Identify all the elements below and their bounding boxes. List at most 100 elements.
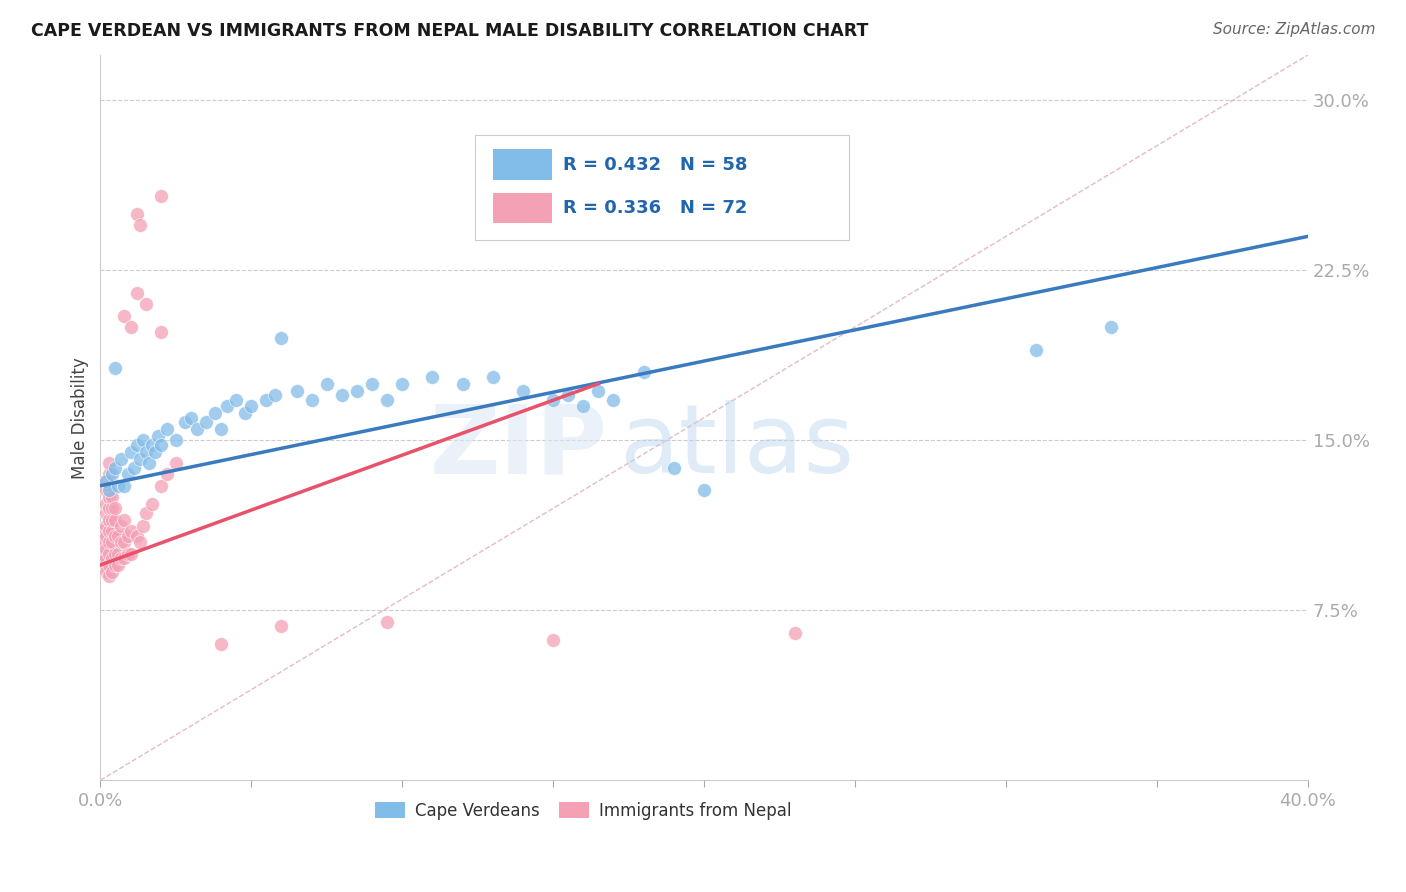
Point (98, 524, 121, 538)
Point (225, 392, 247, 407)
Point (101, 513, 124, 527)
Point (93, 535, 115, 549)
Point (146, 429, 169, 443)
Point (98, 467, 121, 482)
Point (270, 619, 292, 633)
Point (149, 438, 172, 452)
Point (285, 384, 308, 398)
Point (107, 528, 129, 542)
Point (135, 506, 157, 520)
Point (588, 384, 610, 398)
Point (117, 547, 139, 561)
Point (135, 444, 157, 458)
Point (165, 434, 187, 448)
Point (98, 501, 121, 516)
Point (120, 547, 142, 561)
Point (117, 467, 139, 482)
Point (128, 218, 150, 232)
Point (125, 286, 148, 301)
Point (107, 558, 129, 572)
Point (195, 415, 218, 429)
FancyBboxPatch shape (492, 193, 553, 223)
Point (375, 392, 398, 407)
Point (270, 331, 292, 345)
Text: Source: ZipAtlas.com: Source: ZipAtlas.com (1212, 22, 1375, 37)
Point (101, 524, 124, 538)
Point (98, 535, 121, 549)
Point (131, 519, 153, 533)
Point (149, 188, 172, 202)
Point (98, 547, 121, 561)
Point (104, 547, 127, 561)
Point (346, 384, 368, 398)
Point (557, 388, 579, 402)
Point (422, 370, 444, 384)
Point (96, 497, 118, 511)
Point (96, 542, 118, 557)
Point (125, 438, 148, 452)
Text: CAPE VERDEAN VS IMMIGRANTS FROM NEPAL MALE DISABILITY CORRELATION CHART: CAPE VERDEAN VS IMMIGRANTS FROM NEPAL MA… (31, 22, 869, 40)
Text: ZIP: ZIP (430, 401, 607, 493)
Point (96, 528, 118, 542)
Point (633, 365, 655, 379)
Point (96, 506, 118, 520)
Point (156, 422, 179, 436)
Point (120, 524, 142, 538)
Point (114, 479, 136, 493)
Point (96, 474, 118, 488)
Point (101, 535, 124, 549)
Point (141, 497, 163, 511)
Point (96, 519, 118, 533)
Point (330, 388, 353, 402)
Point (315, 376, 337, 391)
Point (141, 438, 163, 452)
Point (128, 535, 150, 549)
Point (131, 434, 153, 448)
Point (125, 528, 148, 542)
Legend: Cape Verdeans, Immigrants from Nepal: Cape Verdeans, Immigrants from Nepal (368, 795, 799, 826)
Point (98, 490, 121, 504)
Point (104, 513, 127, 527)
Point (96, 565, 118, 579)
Point (173, 415, 195, 429)
Point (96, 474, 118, 488)
Point (217, 400, 239, 414)
Point (481, 370, 503, 384)
Point (149, 325, 172, 339)
Point (180, 410, 202, 425)
Y-axis label: Male Disability: Male Disability (72, 357, 89, 479)
Point (114, 535, 136, 549)
Point (149, 479, 172, 493)
Point (125, 207, 148, 221)
Point (254, 392, 277, 407)
Point (101, 490, 124, 504)
Point (143, 444, 166, 458)
Point (541, 632, 564, 647)
Point (233, 406, 256, 420)
FancyBboxPatch shape (475, 135, 849, 240)
Point (204, 406, 226, 420)
Point (104, 460, 127, 475)
Point (240, 400, 263, 414)
Point (101, 501, 124, 516)
Point (541, 392, 564, 407)
Point (93, 547, 115, 561)
Point (114, 309, 136, 323)
Point (391, 376, 413, 391)
Point (93, 524, 115, 538)
Text: R = 0.432   N = 58: R = 0.432 N = 58 (562, 155, 747, 174)
Point (96, 551, 118, 566)
Point (98, 569, 121, 583)
Point (93, 558, 115, 572)
Point (156, 467, 179, 482)
Point (101, 565, 124, 579)
Point (451, 376, 474, 391)
Point (114, 551, 136, 566)
Point (107, 479, 129, 493)
Point (98, 513, 121, 527)
Point (107, 547, 129, 561)
Point (110, 519, 132, 533)
Text: R = 0.336   N = 72: R = 0.336 N = 72 (562, 199, 747, 217)
Point (98, 483, 121, 498)
Point (512, 384, 534, 398)
